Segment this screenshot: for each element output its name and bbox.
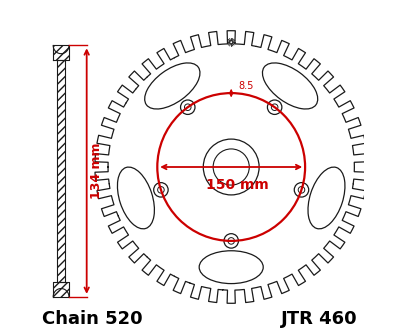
Polygon shape <box>53 289 69 297</box>
Circle shape <box>268 100 282 115</box>
Circle shape <box>154 183 168 197</box>
Ellipse shape <box>308 167 345 229</box>
Text: 8.5: 8.5 <box>238 81 254 92</box>
Polygon shape <box>53 282 69 297</box>
Polygon shape <box>57 60 65 282</box>
Ellipse shape <box>199 251 263 284</box>
Circle shape <box>224 234 238 248</box>
Circle shape <box>230 41 232 43</box>
Ellipse shape <box>118 167 154 229</box>
Circle shape <box>203 139 259 195</box>
Polygon shape <box>53 45 69 60</box>
Circle shape <box>180 100 195 115</box>
Polygon shape <box>95 31 368 303</box>
Ellipse shape <box>262 63 318 109</box>
Circle shape <box>294 183 309 197</box>
Text: Chain 520: Chain 520 <box>42 310 143 328</box>
Text: 150 mm: 150 mm <box>206 178 269 192</box>
Text: 134 mm: 134 mm <box>90 143 103 199</box>
Ellipse shape <box>145 63 200 109</box>
Polygon shape <box>53 45 69 54</box>
Text: JTR 460: JTR 460 <box>281 310 358 328</box>
